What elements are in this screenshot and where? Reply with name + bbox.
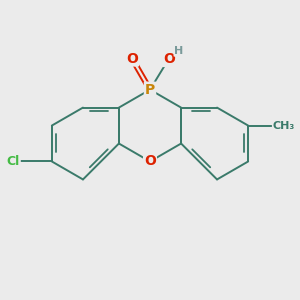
Text: O: O: [144, 154, 156, 169]
Text: CH₃: CH₃: [273, 121, 295, 130]
Text: O: O: [126, 52, 138, 66]
Text: Cl: Cl: [7, 155, 20, 168]
Text: P: P: [145, 82, 155, 97]
Text: O: O: [163, 52, 175, 66]
Text: H: H: [174, 46, 184, 56]
